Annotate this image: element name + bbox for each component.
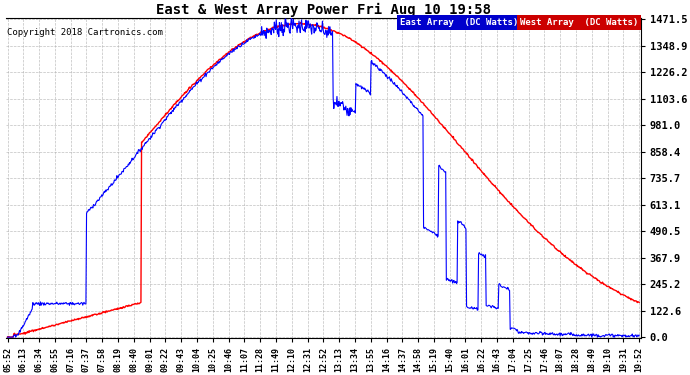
Text: West Array  (DC Watts): West Array (DC Watts) — [520, 18, 638, 27]
Text: East Array  (DC Watts): East Array (DC Watts) — [400, 18, 518, 27]
Text: Copyright 2018 Cartronics.com: Copyright 2018 Cartronics.com — [8, 28, 163, 37]
Title: East & West Array Power Fri Aug 10 19:58: East & West Array Power Fri Aug 10 19:58 — [156, 3, 491, 17]
